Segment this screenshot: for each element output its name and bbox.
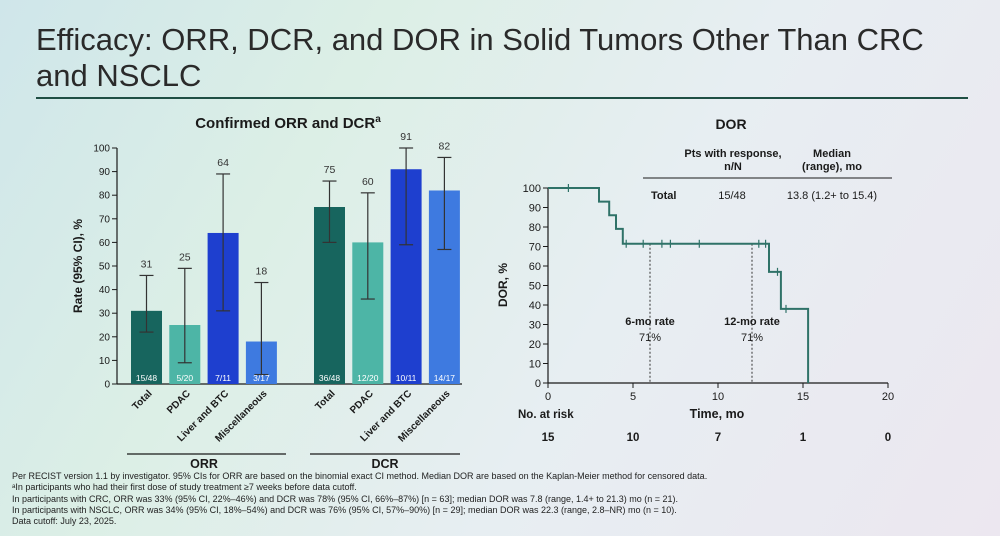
orr-dcr-bar-chart: Confirmed ORR and DCRa 0 10 20 30 40 50 60 70 80 9…: [71, 114, 462, 470]
km-rate-value: 71%: [741, 332, 763, 344]
footnote-line: ᵃIn participants who had their first dos…: [12, 482, 357, 493]
title-divider: [36, 97, 968, 99]
km-rate-label: 12-mo rate: [724, 316, 780, 328]
bar-n-label: 36/48: [319, 373, 341, 383]
footnote-line: In participants with NSCLC, ORR was 34% …: [12, 504, 677, 515]
km-rate-value: 71%: [639, 332, 661, 344]
bar-n-label: 3/17: [253, 373, 270, 383]
km-summary-header-pts: Pts with response,: [684, 148, 781, 160]
km-x-tick-label: 20: [882, 391, 894, 403]
bar-n-label: 14/17: [434, 373, 456, 383]
km-y-tick-label: 30: [529, 320, 541, 332]
bar-y-tick-label: 20: [99, 332, 111, 343]
km-survival-curve: [548, 187, 810, 383]
bar-y-tick-label: 100: [93, 144, 110, 155]
footnote-line: In participants with CRC, ORR was 33% (9…: [12, 493, 679, 504]
bar-value-label: 82: [439, 140, 451, 152]
km-summary-row-pts: 15/48: [718, 190, 746, 202]
bar-y-tick-label: 10: [99, 356, 111, 367]
km-x-tick-label: 15: [797, 391, 809, 403]
bar-chart-title: Confirmed ORR and DCRa: [195, 114, 381, 132]
risk-count: 1: [800, 432, 807, 444]
km-y-tick-label: 50: [529, 281, 541, 293]
km-x-tick-label: 5: [630, 391, 636, 403]
km-summary-row-label: Total: [651, 190, 676, 202]
km-chart-title: DOR: [715, 116, 746, 132]
km-y-tick-label: 0: [535, 378, 541, 390]
bar-y-axis-label: Rate (95% CI), %: [71, 219, 85, 313]
risk-table-title: No. at risk: [518, 409, 574, 421]
risk-count: 15: [542, 432, 555, 444]
risk-count: 7: [715, 432, 721, 444]
bar-n-label: 7/11: [215, 373, 231, 383]
dor-kaplan-meier-chart: DOR Pts with response,n/N Median(range), m…: [496, 116, 894, 444]
bar-value-label: 64: [217, 157, 229, 169]
bar-y-tick-label: 40: [99, 285, 111, 296]
km-x-tick-label: 10: [712, 391, 724, 403]
km-summary-row-median: 13.8 (1.2+ to 15.4): [787, 190, 877, 202]
bar-value-label: 75: [324, 164, 336, 176]
bar-y-tick-label: 60: [99, 238, 111, 249]
km-y-tick-label: 20: [529, 339, 541, 351]
footnotes: Per RECIST version 1.1 by investigator. …: [12, 471, 992, 527]
km-y-tick-label: 40: [529, 300, 541, 312]
footnote-line: Per RECIST version 1.1 by investigator. …: [12, 471, 708, 481]
risk-count: 0: [885, 432, 891, 444]
group-label: DCR: [371, 457, 398, 470]
slide-title: Efficacy: ORR, DCR, and DOR in Solid Tum…: [36, 22, 924, 93]
bar-y-tick-label: 0: [104, 380, 110, 391]
bar-y-tick-label: 50: [99, 262, 111, 273]
km-y-tick-label: 90: [529, 203, 541, 215]
bar-value-label: 31: [141, 258, 153, 270]
bar-value-label: 91: [400, 131, 412, 143]
bar-n-label: 5/20: [177, 373, 194, 383]
bar-n-label: 10/11: [396, 373, 417, 383]
bar-value-label: 18: [256, 266, 268, 278]
km-x-axis-label: Time, mo: [690, 407, 745, 421]
km-y-tick-label: 80: [529, 222, 541, 234]
km-rate-label: 6-mo rate: [625, 316, 675, 328]
km-summary-header-pts-2: n/N: [724, 161, 742, 173]
bar-n-label: 12/20: [357, 373, 379, 383]
km-summary-header-median-2: (range), mo: [802, 161, 862, 173]
bar-y-tick-label: 80: [99, 191, 111, 202]
bar-n-label: 15/48: [136, 373, 158, 383]
km-y-tick-label: 70: [529, 242, 541, 254]
footnote-line: Data cutoff: July 23, 2025.: [12, 516, 117, 527]
km-y-tick-label: 10: [529, 359, 541, 371]
group-label: ORR: [190, 457, 218, 470]
km-x-tick-label: 0: [545, 391, 551, 403]
km-summary-header-median: Median: [813, 148, 851, 160]
risk-count: 10: [627, 432, 640, 444]
km-y-axis-label: DOR, %: [496, 263, 510, 307]
bar-value-label: 60: [362, 176, 374, 188]
bar-y-tick-label: 90: [99, 167, 111, 178]
bar-y-tick-label: 30: [99, 309, 111, 320]
km-y-tick-label: 100: [523, 183, 541, 195]
bar-value-label: 25: [179, 251, 191, 263]
bar-y-tick-label: 70: [99, 214, 111, 225]
km-y-tick-label: 60: [529, 261, 541, 273]
